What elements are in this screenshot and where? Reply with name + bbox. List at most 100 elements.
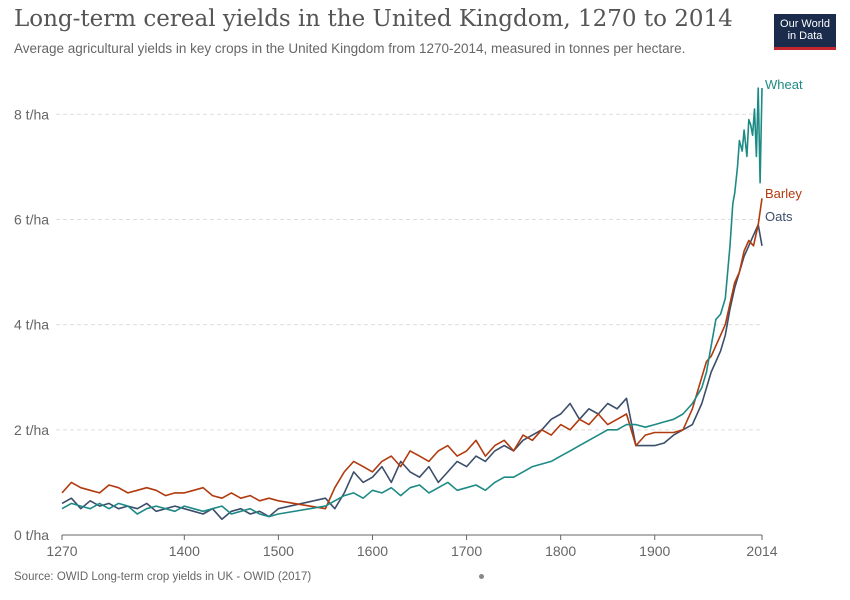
- data-point-oats[interactable]: [690, 422, 694, 426]
- data-point-oats[interactable]: [370, 475, 374, 479]
- data-point-barley[interactable]: [455, 454, 459, 458]
- data-point-oats[interactable]: [408, 470, 412, 474]
- data-point-wheat[interactable]: [606, 428, 610, 432]
- data-point-oats[interactable]: [709, 370, 713, 374]
- data-point-barley[interactable]: [747, 238, 751, 242]
- data-point-barley[interactable]: [88, 488, 92, 492]
- data-point-wheat[interactable]: [735, 165, 739, 169]
- data-point-barley[interactable]: [723, 322, 727, 326]
- data-point-oats[interactable]: [511, 449, 515, 453]
- data-point-barley[interactable]: [126, 491, 130, 495]
- data-point-barley[interactable]: [380, 459, 384, 463]
- data-point-barley[interactable]: [69, 480, 73, 484]
- data-point-oats[interactable]: [587, 407, 591, 411]
- data-point-barley[interactable]: [267, 496, 271, 500]
- data-point-barley[interactable]: [60, 491, 64, 495]
- data-point-barley[interactable]: [427, 459, 431, 463]
- data-point-oats[interactable]: [737, 270, 741, 274]
- data-point-barley[interactable]: [182, 491, 186, 495]
- data-point-oats[interactable]: [126, 504, 130, 508]
- data-point-wheat[interactable]: [714, 317, 718, 321]
- data-point-wheat[interactable]: [60, 507, 64, 511]
- legend-label-barley[interactable]: Barley: [765, 186, 802, 201]
- data-point-wheat[interactable]: [389, 486, 393, 490]
- data-point-wheat[interactable]: [370, 488, 374, 492]
- data-point-wheat[interactable]: [758, 181, 762, 185]
- data-point-oats[interactable]: [521, 438, 525, 442]
- data-point-barley[interactable]: [624, 412, 628, 416]
- series-line-oats[interactable]: [61, 223, 763, 521]
- data-point-wheat[interactable]: [624, 422, 628, 426]
- data-point-barley[interactable]: [700, 375, 704, 379]
- data-point-barley[interactable]: [615, 417, 619, 421]
- data-point-wheat[interactable]: [718, 312, 722, 316]
- data-point-barley[interactable]: [662, 430, 666, 434]
- data-point-oats[interactable]: [681, 428, 685, 432]
- data-point-barley[interactable]: [229, 491, 233, 495]
- data-point-barley[interactable]: [549, 433, 553, 437]
- data-point-barley[interactable]: [389, 454, 393, 458]
- source-note[interactable]: Source: OWID Long-term crop yields in UK…: [14, 571, 312, 583]
- data-point-wheat[interactable]: [220, 504, 224, 508]
- data-point-oats[interactable]: [427, 464, 431, 468]
- data-point-barley[interactable]: [173, 491, 177, 495]
- data-point-oats[interactable]: [700, 401, 704, 405]
- data-point-wheat[interactable]: [634, 422, 638, 426]
- data-point-barley[interactable]: [760, 196, 764, 200]
- data-point-barley[interactable]: [97, 491, 101, 495]
- data-point-wheat[interactable]: [749, 123, 753, 127]
- data-point-barley[interactable]: [417, 454, 421, 458]
- data-point-oats[interactable]: [192, 509, 196, 513]
- data-point-wheat[interactable]: [754, 154, 758, 158]
- data-point-wheat[interactable]: [380, 491, 384, 495]
- data-point-oats[interactable]: [257, 509, 261, 513]
- data-point-wheat[interactable]: [671, 417, 675, 421]
- series-line-wheat[interactable]: [61, 87, 763, 518]
- data-point-oats[interactable]: [615, 407, 619, 411]
- data-point-wheat[interactable]: [135, 512, 139, 516]
- data-point-wheat[interactable]: [107, 507, 111, 511]
- data-point-wheat[interactable]: [745, 154, 749, 158]
- data-point-oats[interactable]: [464, 464, 468, 468]
- data-point-barley[interactable]: [446, 443, 450, 447]
- data-point-barley[interactable]: [530, 438, 534, 442]
- data-point-oats[interactable]: [60, 501, 64, 505]
- data-point-oats[interactable]: [145, 501, 149, 505]
- data-point-wheat[interactable]: [577, 443, 581, 447]
- data-point-wheat[interactable]: [568, 449, 572, 453]
- data-point-oats[interactable]: [530, 433, 534, 437]
- data-point-oats[interactable]: [229, 509, 233, 513]
- data-point-oats[interactable]: [502, 443, 506, 447]
- legend-label-oats[interactable]: Oats: [765, 209, 793, 224]
- data-point-wheat[interactable]: [740, 149, 744, 153]
- data-point-oats[interactable]: [389, 480, 393, 484]
- data-point-wheat[interactable]: [760, 86, 764, 90]
- data-point-oats[interactable]: [568, 401, 572, 405]
- data-point-wheat[interactable]: [474, 483, 478, 487]
- data-point-barley[interactable]: [653, 430, 657, 434]
- data-point-wheat[interactable]: [723, 296, 727, 300]
- data-point-oats[interactable]: [154, 509, 158, 513]
- data-point-barley[interactable]: [257, 499, 261, 503]
- data-point-barley[interactable]: [135, 488, 139, 492]
- data-point-barley[interactable]: [709, 354, 713, 358]
- data-point-barley[interactable]: [502, 438, 506, 442]
- data-point-oats[interactable]: [760, 244, 764, 248]
- data-point-barley[interactable]: [568, 428, 572, 432]
- data-point-oats[interactable]: [436, 480, 440, 484]
- data-point-barley[interactable]: [361, 464, 365, 468]
- data-point-barley[interactable]: [154, 488, 158, 492]
- data-point-wheat[interactable]: [700, 386, 704, 390]
- data-point-oats[interactable]: [747, 244, 751, 248]
- data-point-oats[interactable]: [577, 417, 581, 421]
- data-point-oats[interactable]: [662, 441, 666, 445]
- data-point-oats[interactable]: [742, 254, 746, 258]
- data-point-wheat[interactable]: [704, 370, 708, 374]
- data-point-barley[interactable]: [587, 422, 591, 426]
- data-point-barley[interactable]: [239, 496, 243, 500]
- data-point-oats[interactable]: [69, 496, 73, 500]
- data-point-wheat[interactable]: [464, 486, 468, 490]
- data-point-wheat[interactable]: [747, 117, 751, 121]
- data-point-barley[interactable]: [690, 407, 694, 411]
- data-point-wheat[interactable]: [276, 512, 280, 516]
